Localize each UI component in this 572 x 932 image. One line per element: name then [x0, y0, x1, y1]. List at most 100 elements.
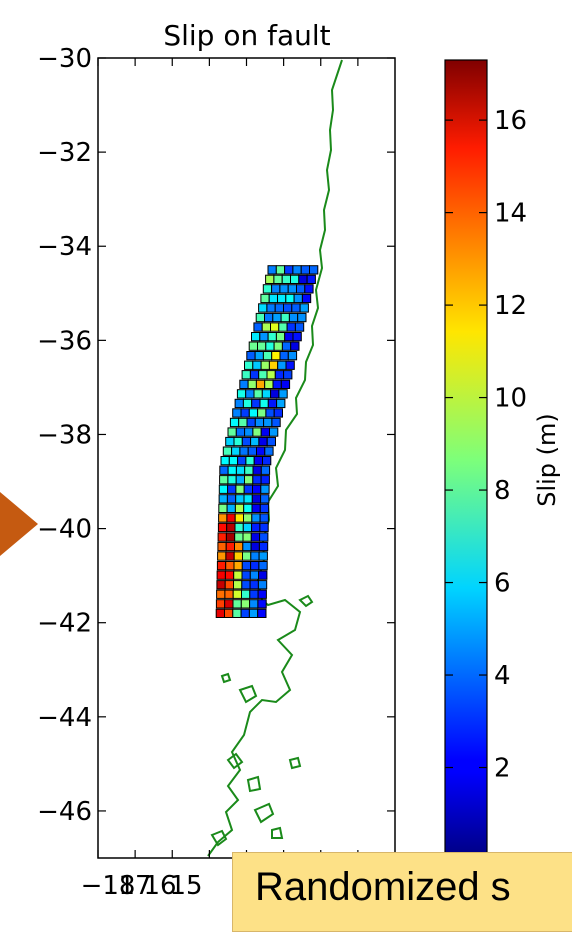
fault-cell	[225, 541, 235, 552]
y-tick-label: −38	[37, 420, 92, 450]
fault-cell	[267, 332, 277, 342]
fault-cell	[260, 427, 271, 437]
colorbar-tick-label: 6	[494, 569, 511, 599]
fault-cell	[225, 551, 235, 561]
colorbar-tick-label: 16	[494, 106, 527, 136]
fault-cell	[232, 608, 242, 619]
fault-cell	[256, 446, 266, 456]
orange-pointer-arrow	[0, 492, 38, 556]
x-tick-label: 15	[169, 871, 202, 901]
fault-cell	[227, 465, 237, 475]
fault-cell	[217, 541, 227, 552]
fault-cell	[260, 494, 270, 504]
fault-cell	[234, 398, 244, 409]
island-outline	[246, 775, 262, 793]
y-tick-label: −30	[37, 44, 92, 74]
fault-cell	[225, 561, 235, 571]
fault-cell	[270, 389, 280, 399]
fault-cell	[251, 398, 261, 409]
colorbar-tick-label: 8	[494, 476, 511, 506]
fault-cell	[277, 360, 287, 370]
fault-cell	[229, 417, 240, 428]
fault-cell	[290, 341, 300, 351]
fault-cell	[279, 284, 289, 294]
fault-cell	[215, 608, 225, 619]
fault-cell	[219, 475, 229, 485]
fault-cell	[259, 513, 269, 523]
fault-cell	[252, 484, 262, 494]
fault-cell	[240, 599, 251, 609]
fault-cell	[249, 580, 259, 590]
fault-cell	[227, 484, 237, 494]
fault-cell	[262, 284, 273, 294]
fault-cell	[271, 284, 281, 294]
fault-cell	[273, 274, 283, 285]
fault-cell	[286, 322, 296, 332]
fault-cell	[304, 284, 314, 294]
fault-cell	[217, 551, 227, 561]
fault-cell	[249, 599, 259, 609]
fault-cell	[240, 408, 250, 418]
fault-cell	[276, 398, 286, 409]
fault-cell	[278, 389, 288, 399]
fault-cell	[261, 389, 272, 399]
fault-cell	[268, 360, 279, 370]
fault-cell	[255, 312, 266, 323]
island-outline	[271, 826, 284, 839]
fault-cell	[266, 303, 276, 313]
fault-cell	[252, 465, 262, 475]
y-tick-label: −34	[37, 232, 92, 262]
fault-cell	[266, 370, 276, 380]
fault-cell	[218, 494, 228, 504]
island-outline	[210, 829, 228, 847]
island-outline	[298, 594, 314, 608]
fault-cell	[250, 551, 260, 561]
fault-cell	[224, 589, 234, 599]
fault-cell	[250, 532, 261, 542]
fault-cell	[253, 389, 263, 399]
fault-cell	[242, 398, 253, 409]
fault-cell	[226, 513, 236, 523]
fault-cell	[293, 293, 303, 304]
fault-cell	[254, 351, 264, 361]
chart-title: Slip on fault	[163, 19, 330, 52]
fault-cell	[258, 570, 268, 580]
y-axis-ticks: −30 −32 −34 −36 −38 −40 −42 −44 −46	[37, 44, 395, 827]
fault-cell	[243, 503, 253, 514]
fault-cell	[259, 398, 269, 409]
fault-cell	[299, 303, 309, 313]
fault-cell	[233, 436, 243, 447]
fault-cell	[226, 494, 237, 504]
fault-cell	[226, 522, 236, 533]
fault-cell	[287, 351, 298, 361]
fault-cell	[253, 322, 263, 332]
fault-cell	[280, 312, 290, 323]
fault-cell	[285, 360, 295, 370]
fault-cell	[251, 522, 261, 533]
fault-cell	[259, 332, 269, 342]
fault-cell	[237, 456, 247, 466]
fault-cell	[228, 456, 239, 466]
fault-cell	[251, 494, 262, 504]
fault-cell	[259, 503, 270, 514]
fault-cell	[233, 580, 243, 590]
fault-cell	[250, 436, 260, 447]
fault-cell	[225, 436, 235, 447]
fault-cell	[244, 360, 254, 370]
fault-cell	[258, 561, 268, 571]
fault-cell	[272, 379, 282, 390]
fault-cell	[252, 360, 262, 370]
fault-cell	[271, 417, 281, 428]
fault-cell	[225, 532, 236, 542]
x-tick-label: −18	[81, 871, 136, 901]
fault-cell	[234, 513, 244, 523]
fault-cell	[279, 351, 289, 361]
fault-cell	[249, 570, 260, 580]
fault-cell	[294, 322, 305, 332]
fault-cell	[271, 351, 281, 361]
fault-cell	[234, 503, 245, 514]
island-outline	[253, 802, 275, 824]
fault-cell	[235, 475, 245, 485]
fault-cell	[260, 293, 270, 304]
fault-cell	[248, 408, 259, 418]
